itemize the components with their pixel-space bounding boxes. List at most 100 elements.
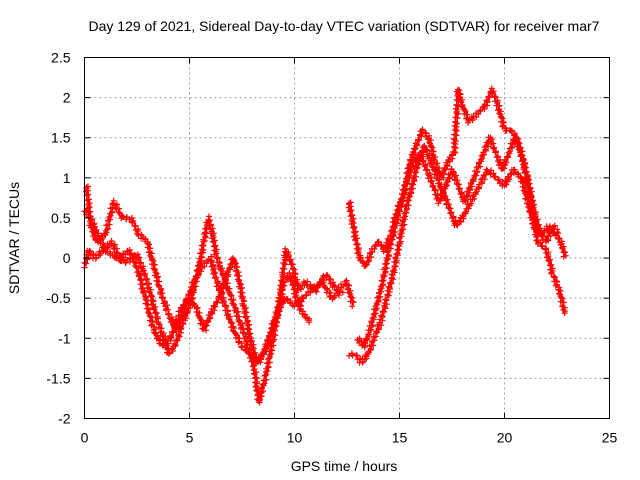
data-point xyxy=(375,238,382,245)
data-point xyxy=(165,311,172,318)
data-point xyxy=(369,315,376,322)
data-point xyxy=(539,242,546,249)
data-point xyxy=(469,177,476,184)
data-point xyxy=(528,198,535,205)
data-point xyxy=(267,336,274,343)
y-tick-label: 1.5 xyxy=(51,130,71,146)
data-point xyxy=(406,186,413,193)
data-point xyxy=(444,196,451,203)
data-point xyxy=(477,156,484,163)
data-point xyxy=(517,151,524,158)
data-point xyxy=(453,222,460,228)
data-point xyxy=(135,272,142,279)
data-point xyxy=(484,98,491,105)
data-point xyxy=(158,294,165,301)
data-point xyxy=(461,209,468,216)
y-tick-label: 2.5 xyxy=(51,50,71,66)
series-trace-1 xyxy=(81,207,357,406)
data-point xyxy=(406,174,413,181)
data-point xyxy=(331,283,338,289)
data-point xyxy=(465,193,471,200)
data-point xyxy=(542,245,549,252)
data-point xyxy=(451,131,458,138)
data-point xyxy=(349,224,356,231)
plot-frame xyxy=(84,57,610,419)
data-point xyxy=(419,126,426,133)
data-point xyxy=(523,168,530,175)
data-point xyxy=(444,163,451,170)
data-point xyxy=(221,298,228,305)
data-point xyxy=(487,171,494,178)
data-point xyxy=(434,172,441,179)
data-point xyxy=(388,235,394,242)
data-point xyxy=(219,289,226,296)
data-point xyxy=(477,107,484,114)
data-point xyxy=(208,263,215,270)
x-tick-label: 15 xyxy=(392,430,408,446)
data-point xyxy=(363,335,370,342)
data-point xyxy=(489,136,496,143)
data-point xyxy=(150,305,157,312)
data-point xyxy=(263,345,270,352)
data-point xyxy=(158,285,165,292)
data-point xyxy=(395,207,402,214)
data-point xyxy=(429,182,436,189)
data-point xyxy=(385,283,392,290)
data-point xyxy=(465,184,472,191)
data-point xyxy=(353,352,360,359)
data-point xyxy=(423,167,430,174)
data-point xyxy=(346,289,352,296)
data-point xyxy=(148,322,155,329)
data-point xyxy=(285,252,292,259)
data-point xyxy=(407,167,414,174)
data-point xyxy=(362,340,369,347)
data-point xyxy=(496,110,503,117)
data-point xyxy=(552,282,559,289)
data-point xyxy=(101,230,108,237)
data-point xyxy=(494,99,501,106)
data-point xyxy=(435,200,442,207)
data-point xyxy=(395,246,402,253)
data-point xyxy=(454,106,461,113)
data-point xyxy=(246,333,253,340)
data-point xyxy=(452,114,459,121)
data-point xyxy=(429,163,436,170)
data-point xyxy=(235,318,242,325)
data-point xyxy=(382,296,389,303)
data-point xyxy=(421,142,428,149)
data-point xyxy=(212,303,219,310)
data-point xyxy=(492,173,499,180)
data-point xyxy=(210,238,217,245)
data-point xyxy=(443,179,450,186)
data-point xyxy=(207,315,214,322)
data-point xyxy=(457,98,464,105)
data-point xyxy=(169,328,176,335)
data-point xyxy=(469,117,476,124)
data-point xyxy=(368,254,375,261)
data-point xyxy=(362,262,369,269)
series-trace-6 xyxy=(354,134,562,351)
data-point xyxy=(456,186,463,192)
data-point xyxy=(263,376,270,383)
data-point xyxy=(347,208,354,214)
data-point xyxy=(208,308,215,315)
data-point xyxy=(215,293,222,300)
y-tick-label: 1 xyxy=(63,170,71,186)
data-point xyxy=(532,217,539,224)
data-point xyxy=(398,195,405,202)
data-point xyxy=(423,147,430,154)
data-point xyxy=(219,280,226,287)
axes xyxy=(84,57,610,419)
data-point xyxy=(225,315,232,322)
data-point xyxy=(426,139,433,146)
data-point xyxy=(391,224,398,231)
data-point xyxy=(393,251,400,258)
data-point xyxy=(422,130,429,136)
data-point xyxy=(555,230,562,237)
data-point xyxy=(502,158,509,165)
data-point xyxy=(370,342,377,349)
data-point xyxy=(106,221,113,228)
data-point xyxy=(224,269,231,276)
data-point xyxy=(164,302,171,309)
y-tick-label: 0.5 xyxy=(51,210,71,226)
